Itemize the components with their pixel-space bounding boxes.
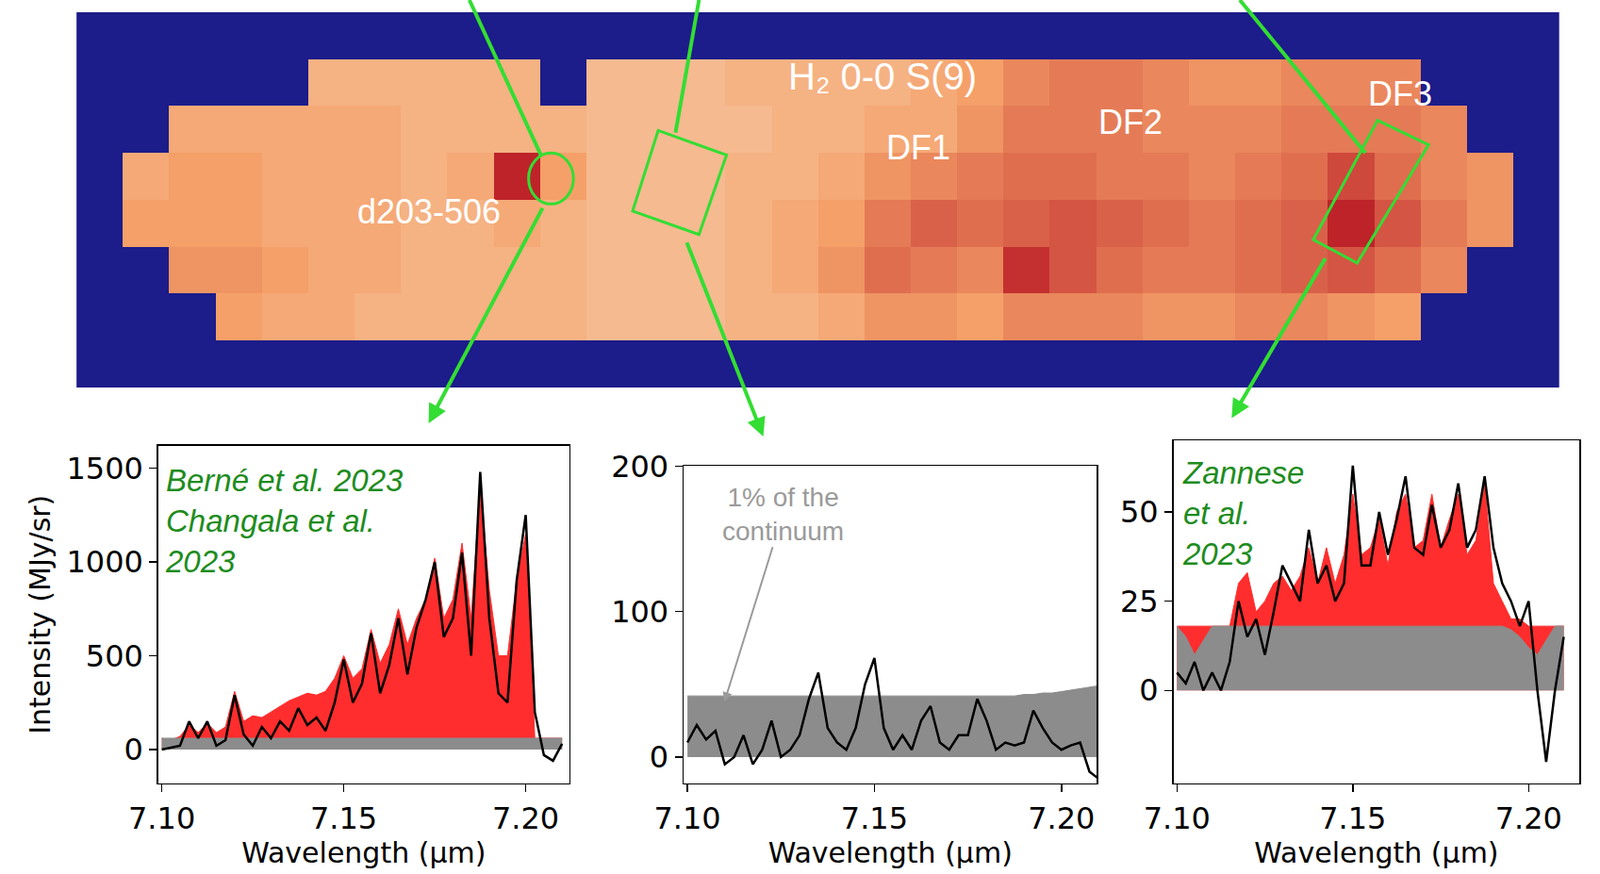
- svg-text:0: 0: [1138, 672, 1158, 709]
- svg-text:d203-506: d203-506: [357, 192, 501, 231]
- svg-text:500: 500: [85, 638, 144, 675]
- svg-text:7.20: 7.20: [492, 800, 560, 837]
- svg-text:7.10: 7.10: [653, 800, 721, 837]
- svg-text:Berné et al. 2023Changala et a: Berné et al. 2023Changala et al.2023: [164, 462, 404, 579]
- svg-text:200: 200: [610, 448, 669, 485]
- svg-text:H₂ 0-0 S(9): H₂ 0-0 S(9): [788, 55, 977, 98]
- svg-text:7.10: 7.10: [1143, 800, 1211, 837]
- svg-text:50: 50: [1120, 494, 1159, 530]
- svg-text:DF1: DF1: [886, 128, 951, 167]
- svg-text:25: 25: [1120, 583, 1159, 620]
- svg-text:100: 100: [610, 593, 669, 630]
- svg-text:7.20: 7.20: [1495, 800, 1563, 837]
- svg-text:1500: 1500: [65, 450, 143, 487]
- svg-text:0: 0: [649, 739, 669, 776]
- svg-text:DF3: DF3: [1368, 74, 1433, 114]
- svg-text:Zanneseet al.2023: Zanneseet al.2023: [1182, 455, 1304, 572]
- svg-text:1000: 1000: [65, 544, 143, 580]
- svg-text:7.20: 7.20: [1027, 800, 1095, 837]
- svg-text:DF2: DF2: [1098, 102, 1163, 142]
- svg-text:7.15: 7.15: [310, 800, 378, 837]
- svg-text:7.15: 7.15: [841, 800, 908, 837]
- svg-text:1% of thecontinuum: 1% of thecontinuum: [722, 482, 844, 546]
- svg-text:7.15: 7.15: [1319, 800, 1386, 837]
- svg-text:Wavelength (μm): Wavelength (μm): [1253, 836, 1499, 870]
- svg-text:Intensity (MJy/sr): Intensity (MJy/sr): [23, 494, 57, 735]
- svg-text:0: 0: [123, 731, 143, 768]
- svg-text:Wavelength (μm): Wavelength (μm): [768, 836, 1013, 870]
- svg-text:7.10: 7.10: [128, 800, 196, 837]
- svg-text:Wavelength (μm): Wavelength (μm): [241, 836, 486, 870]
